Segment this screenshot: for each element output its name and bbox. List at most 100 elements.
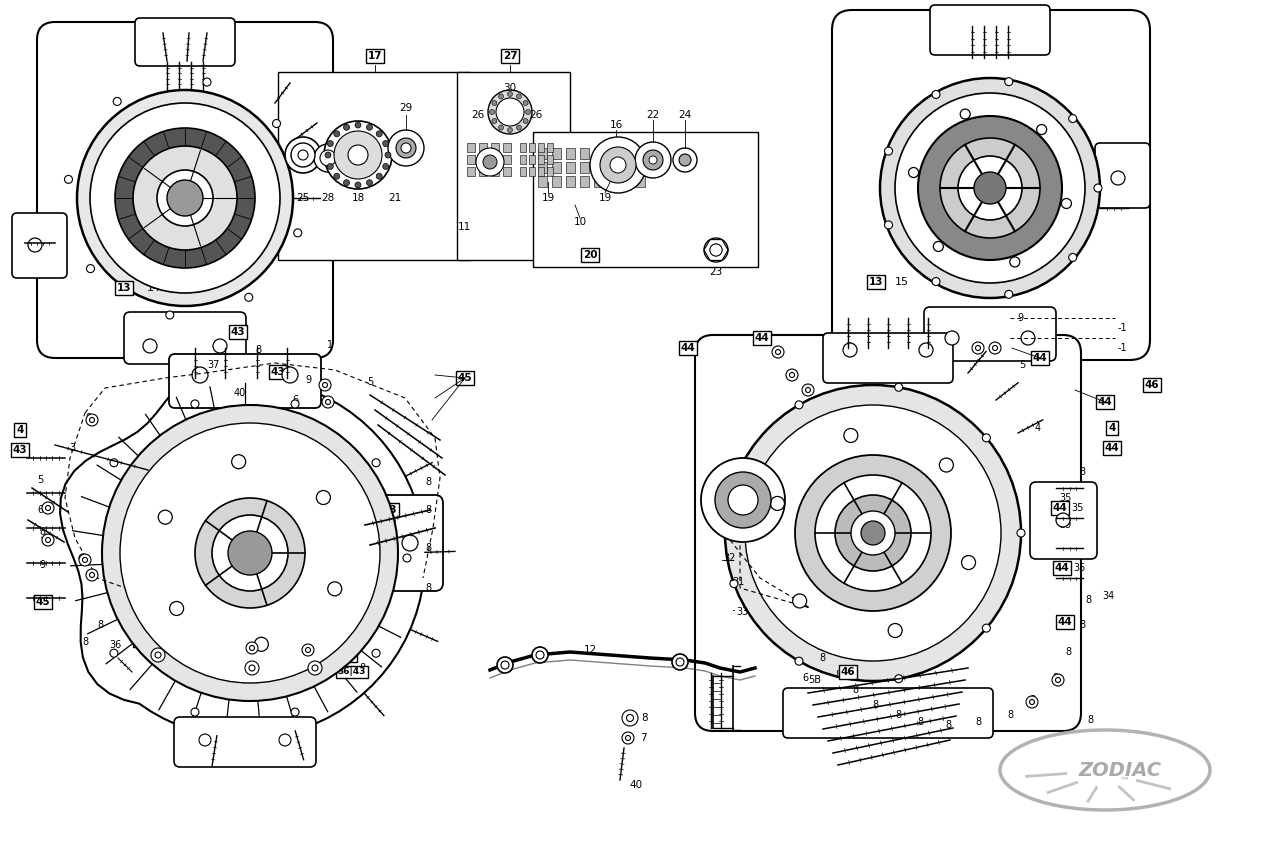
Circle shape [622,732,634,744]
Text: 33: 33 [736,607,748,617]
Circle shape [328,163,333,169]
Ellipse shape [1000,730,1210,810]
Circle shape [730,478,739,487]
Circle shape [244,294,252,301]
Circle shape [113,98,122,106]
Circle shape [940,138,1039,238]
Circle shape [246,642,259,654]
Circle shape [191,708,198,716]
Circle shape [42,534,54,546]
Circle shape [133,146,237,250]
FancyBboxPatch shape [695,335,1082,731]
Text: 15: 15 [895,277,909,287]
Bar [538,155,544,164]
Circle shape [348,145,369,165]
Text: 35: 35 [1071,503,1084,513]
Circle shape [334,131,339,137]
FancyBboxPatch shape [924,307,1056,361]
Circle shape [366,180,372,186]
Text: 8: 8 [97,620,104,630]
Circle shape [704,238,728,262]
Text: -1: -1 [1117,323,1126,333]
Circle shape [192,367,207,383]
Circle shape [376,174,383,180]
Circle shape [151,648,165,662]
Text: 26: 26 [530,110,543,120]
Circle shape [170,602,183,615]
Text: 21: 21 [388,193,402,203]
Circle shape [255,637,269,651]
Text: 8: 8 [1085,595,1091,605]
Circle shape [143,339,157,353]
Circle shape [110,649,118,657]
Circle shape [28,238,42,252]
Bar [580,148,589,159]
Text: 9: 9 [1016,313,1023,323]
Bar [594,148,603,159]
Circle shape [1069,115,1076,123]
Circle shape [228,531,273,575]
Text: 5: 5 [367,377,374,387]
Text: 8: 8 [787,370,794,380]
Text: 8: 8 [916,717,923,727]
Circle shape [517,125,521,130]
Text: 45: 45 [458,373,472,383]
Circle shape [102,405,398,701]
Text: 46: 46 [841,667,855,677]
Text: 19: 19 [598,193,612,203]
Polygon shape [60,366,425,738]
Text: 45: 45 [36,597,50,607]
Text: 14: 14 [316,553,328,563]
Text: 43: 43 [383,505,397,515]
Circle shape [1056,513,1070,527]
Text: 9: 9 [305,375,311,385]
Text: 27: 27 [503,51,517,61]
Circle shape [355,182,361,188]
Circle shape [888,624,902,637]
FancyBboxPatch shape [1094,143,1149,208]
Text: 8: 8 [358,615,365,625]
Text: 20: 20 [582,250,598,260]
Circle shape [932,277,940,286]
Circle shape [626,715,634,722]
Circle shape [611,157,626,173]
Circle shape [195,498,305,608]
Circle shape [198,734,211,746]
Circle shape [293,229,302,237]
Bar [547,167,553,176]
Text: 6: 6 [803,673,808,683]
Text: ZODIAC: ZODIAC [1079,761,1161,780]
Text: 29: 29 [399,103,412,113]
Circle shape [166,180,204,216]
Bar [538,167,544,176]
Text: 9: 9 [38,530,45,540]
Circle shape [919,343,933,357]
Bar [566,162,575,173]
Circle shape [314,144,342,172]
Circle shape [649,156,657,164]
Circle shape [844,429,858,443]
Circle shape [507,92,512,96]
Text: 8: 8 [358,663,365,673]
Circle shape [46,505,50,511]
Circle shape [232,454,246,469]
Circle shape [975,346,980,351]
Text: 8: 8 [641,713,648,723]
Circle shape [42,502,54,514]
Circle shape [835,495,911,571]
Circle shape [790,373,795,378]
Circle shape [590,137,646,193]
Bar [457,72,570,260]
Circle shape [86,414,99,426]
Text: 12: 12 [584,645,596,655]
Circle shape [803,384,814,396]
Text: 8: 8 [425,543,431,553]
Text: 37: 37 [207,360,219,370]
Circle shape [325,152,332,158]
Bar [552,148,561,159]
Text: 41: 41 [242,655,255,665]
Circle shape [940,458,954,472]
Bar [636,148,645,159]
Circle shape [974,172,1006,204]
Bar [479,155,486,164]
